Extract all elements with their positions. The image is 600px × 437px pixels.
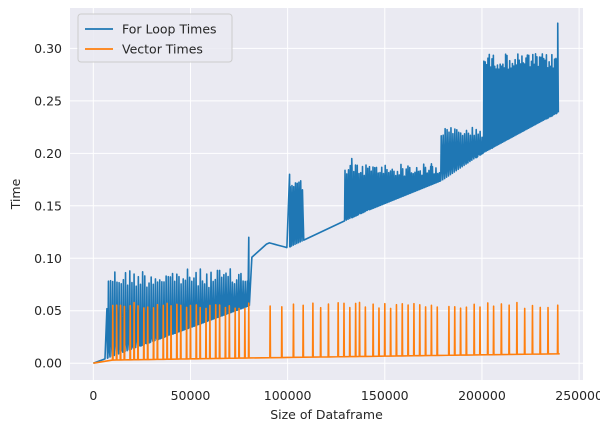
legend-label-vector-times: Vector Times: [122, 42, 203, 57]
x-tick-label: 150000: [361, 388, 409, 403]
x-tick-label: 0: [89, 388, 97, 403]
y-tick-label: 0.30: [34, 41, 62, 56]
x-tick-label: 200000: [458, 388, 506, 403]
series-layer: [93, 22, 560, 364]
y-tick-label: 0.15: [34, 198, 62, 213]
x-axis-title: Size of Dataframe: [270, 407, 383, 422]
y-tick-label: 0.20: [34, 146, 62, 161]
x-tick-label: 50000: [171, 388, 211, 403]
y-tick-label: 0.05: [34, 303, 62, 318]
x-tick-label: 250000: [555, 388, 600, 403]
y-tick-label: 0.10: [34, 251, 62, 266]
tick-labels: 0 50000 100000 150000 200000 250000 0.00 0.05 0.…: [34, 41, 600, 403]
y-axis-title: Time: [8, 178, 23, 210]
y-tick-label: 0.00: [34, 356, 62, 371]
legend: For Loop Times Vector Times: [77, 13, 233, 63]
legend-label-for-loop-times: For Loop Times: [122, 22, 217, 37]
series-line-vector-times: [93, 301, 560, 364]
legend-box: [77, 13, 233, 63]
x-tick-label: 100000: [264, 388, 312, 403]
y-tick-label: 0.25: [34, 93, 62, 108]
